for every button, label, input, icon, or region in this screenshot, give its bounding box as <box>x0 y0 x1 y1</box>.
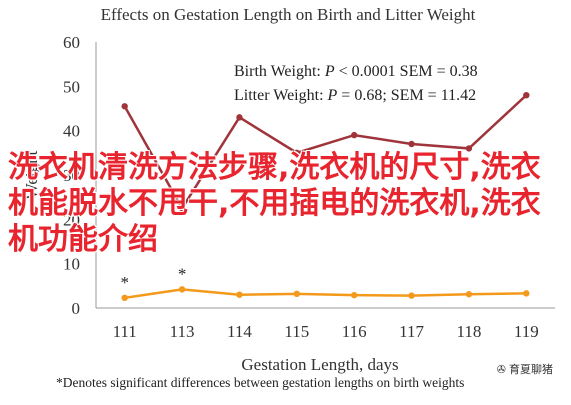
legend-birth-p: P <box>324 63 335 80</box>
litter-weight-line <box>124 288 527 300</box>
birth-weight-point <box>178 205 186 212</box>
legend: Birth Weight: P < 0.0001 SEM = 0.38 Litt… <box>234 63 478 104</box>
birth-weight-point <box>350 131 358 139</box>
x-tick-label: 116 <box>342 322 367 341</box>
birth-weight-point <box>236 114 243 121</box>
y-tick-label: 20 <box>63 210 80 229</box>
watermark-label: 育夏聊猪 <box>509 363 553 376</box>
litter-weight-point <box>293 290 301 298</box>
litter-weight-point <box>236 291 243 298</box>
axes <box>95 42 555 309</box>
legend-birth-prefix: Birth Weight: <box>234 63 325 80</box>
x-tick-label: 113 <box>170 322 195 341</box>
y-axis-label: Weight <box>22 150 41 199</box>
x-ticks: 111 113 114 115 116 117 118 119 <box>113 322 539 341</box>
significance-marker: * <box>178 264 187 283</box>
legend-litter-suffix: = 0.68; SEM = 11.42 <box>337 87 476 104</box>
footnote: *Denotes significant differences between… <box>56 375 464 390</box>
overlay-banner-text: 洗衣机清洗方法步骤,洗衣机的尺寸,洗衣机能脱水不甩干,不用插电的洗衣机,洗衣机功… <box>8 150 541 257</box>
litter-weight-point <box>465 291 473 298</box>
legend-litter-weight: Litter Weight: P = 0.68; SEM = 11.42 <box>234 87 476 104</box>
litter-weight-point <box>121 294 128 302</box>
wechat-icon: ✇ <box>496 363 506 376</box>
x-tick-label: 119 <box>514 322 539 341</box>
litter-weight-point <box>178 286 186 293</box>
series-group <box>121 92 530 302</box>
birth-weight-line <box>123 94 528 211</box>
y-tick-label: 10 <box>63 255 80 274</box>
chart-title: Effects on Gestation Length on Birth and… <box>101 5 476 24</box>
y-tick-label: 0 <box>72 299 81 318</box>
annotations-group: * * <box>120 264 186 291</box>
x-tick-label: 118 <box>457 322 482 341</box>
y-tick-label: 40 <box>63 122 80 141</box>
y-tick-label: 50 <box>63 77 80 96</box>
x-tick-label: 114 <box>227 322 252 341</box>
y-tick-label: 30 <box>63 166 80 185</box>
legend-litter-p: P <box>327 87 338 104</box>
litter-weight-point <box>408 292 415 299</box>
x-tick-label: 111 <box>113 322 137 341</box>
birth-weight-point <box>465 145 473 152</box>
x-tick-label: 115 <box>284 322 309 341</box>
legend-birth-suffix: < 0.0001 SEM = 0.38 <box>335 63 478 80</box>
birth-weight-point <box>523 92 530 99</box>
birth-weight-point <box>293 149 301 157</box>
significance-marker: * <box>120 273 129 292</box>
litter-weight-point <box>350 291 358 299</box>
legend-birth-weight: Birth Weight: P < 0.0001 SEM = 0.38 <box>234 63 478 80</box>
litter-weight-point <box>523 290 530 297</box>
birth-weight-point <box>408 140 415 148</box>
x-axis-label: Gestation Length, days <box>241 355 398 374</box>
x-tick-label: 117 <box>399 322 424 341</box>
y-ticks: 0 10 20 30 40 50 60 <box>63 33 80 318</box>
y-tick-label: 60 <box>63 33 80 52</box>
legend-litter-prefix: Litter Weight: <box>234 87 328 104</box>
birth-weight-point <box>121 103 128 110</box>
watermark: ✇ 育夏聊猪 <box>492 360 557 378</box>
